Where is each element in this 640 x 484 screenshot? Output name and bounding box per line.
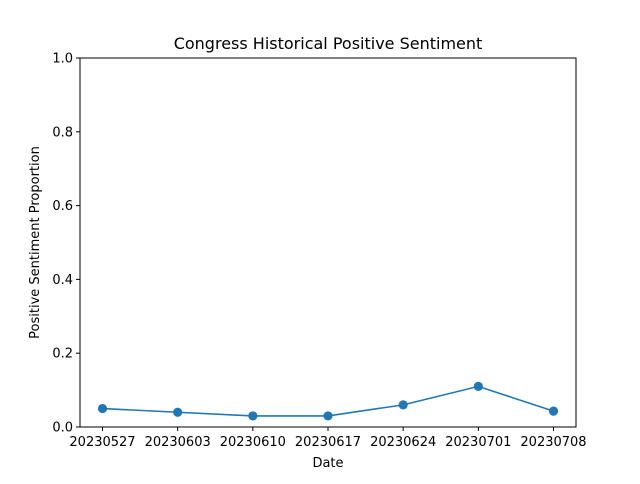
y-tick-label: 0.2 [52, 347, 73, 362]
data-point [398, 400, 408, 410]
x-tick-label: 20230610 [220, 435, 286, 450]
x-tick-label: 20230527 [69, 435, 135, 450]
data-point [248, 411, 258, 421]
chart-title: Congress Historical Positive Sentiment [174, 34, 483, 53]
y-axis-label: Positive Sentiment Proportion [28, 146, 43, 339]
y-tick-label: 0.4 [52, 273, 73, 288]
x-axis-label: Date [312, 456, 343, 471]
y-axis-ticks: 0.0 0.2 0.4 0.6 0.8 1.0 [52, 52, 80, 436]
x-tick-label: 20230708 [520, 435, 586, 450]
data-point [97, 403, 108, 414]
y-tick-label: 1.0 [52, 52, 73, 67]
x-tick-label: 20230624 [370, 435, 436, 450]
plot-frame [79, 57, 577, 428]
x-axis-ticks: 20230527 20230603 20230610 20230617 20230624… [69, 427, 587, 450]
data-point [473, 381, 483, 392]
x-tick-label: 20230603 [145, 435, 211, 450]
y-tick-label: 0.6 [52, 199, 73, 214]
data-point [323, 411, 333, 421]
y-tick-label: 0.0 [52, 421, 73, 436]
data-point [173, 407, 183, 417]
series-layer [97, 381, 559, 421]
y-tick-label: 0.8 [52, 125, 73, 140]
x-tick-label: 20230701 [445, 435, 511, 450]
data-point [548, 406, 559, 416]
x-tick-label: 20230617 [295, 435, 361, 450]
